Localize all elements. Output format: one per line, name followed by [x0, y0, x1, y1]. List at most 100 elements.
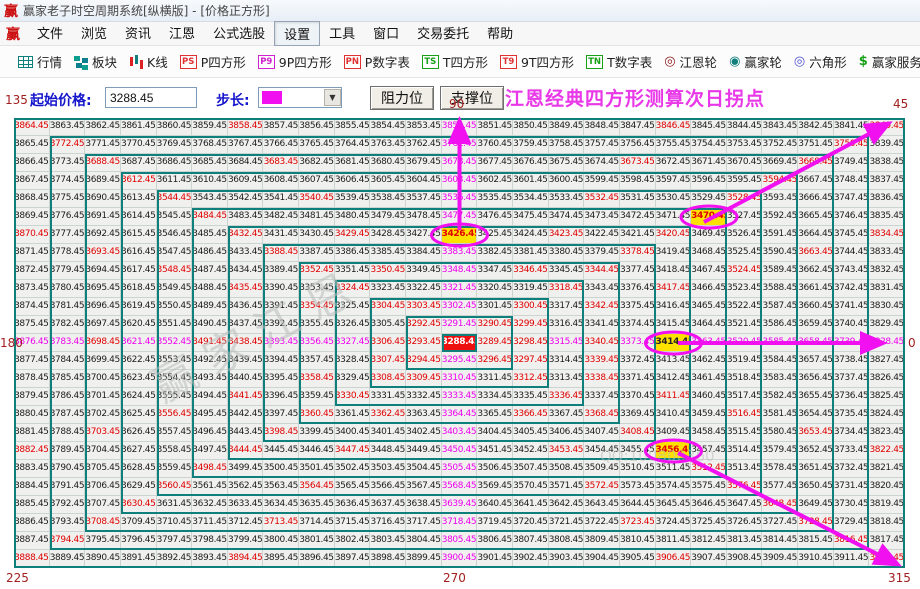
price-cell: 3605.45 — [370, 172, 407, 190]
price-cell: 3871.45 — [14, 244, 50, 262]
toolbar-item-赢家服务[interactable]: $ 赢家服务 — [853, 49, 920, 74]
price-cell: 3641.45 — [512, 496, 549, 514]
price-cell: 3500.45 — [263, 460, 300, 478]
price-cell: 3852.45 — [441, 118, 478, 136]
toolbar-items: 行情 板块 K线 PS P四方形 P9 9P四方形 PN P数字表 TS T四方形 T9 9T四方形 TN… — [12, 49, 920, 74]
price-cell: 3424.45 — [512, 226, 549, 244]
price-cell: 3650.45 — [798, 478, 834, 496]
toolbar-item-9P四方形[interactable]: P9 9P四方形 — [252, 49, 338, 74]
price-cell: 3389.45 — [263, 262, 300, 280]
price-cell: 3545.45 — [156, 208, 193, 226]
menu-item-文件[interactable]: 文件 — [37, 27, 64, 42]
toolbar-item-T数字表[interactable]: TN T数字表 — [580, 49, 658, 74]
price-cell: 3453.45 — [548, 442, 585, 460]
menu-item-江恩[interactable]: 江恩 — [169, 27, 196, 42]
price-cell: 3586.45 — [762, 316, 799, 334]
price-cell: 3688.45 — [85, 154, 121, 172]
price-cell: 3401.45 — [370, 424, 407, 442]
step-color-swatch — [262, 91, 282, 104]
menu-item-窗口[interactable]: 窗口 — [373, 27, 400, 42]
price-cell: 3409.45 — [655, 424, 692, 442]
menu-item-设置[interactable]: 设置 — [274, 21, 321, 46]
menu-item-交易委托[interactable]: 交易委托 — [417, 27, 470, 42]
price-cell: 3903.45 — [548, 550, 585, 568]
menu-item-工具[interactable]: 工具 — [329, 27, 356, 42]
price-cell: 3336.45 — [548, 388, 585, 406]
price-cell: 3795.45 — [85, 532, 121, 550]
price-cell: 3431.45 — [263, 226, 300, 244]
price-cell: 3690.45 — [85, 190, 121, 208]
price-cell: 3815.45 — [798, 532, 834, 550]
angle-label-225: 225 — [6, 571, 29, 585]
price-cell: 3785.45 — [49, 370, 86, 388]
step-color-combobox[interactable]: ▼ — [258, 87, 342, 108]
price-cell: 3761.45 — [441, 136, 478, 154]
toolbar-item-K线[interactable]: K线 — [123, 49, 174, 74]
price-cell: 3799.45 — [227, 532, 264, 550]
resistance-button[interactable]: 阻力位 — [370, 86, 434, 110]
price-cell: 3469.45 — [691, 226, 727, 244]
price-cell: 3322.45 — [406, 280, 442, 298]
toolbar-item-P四方形[interactable]: PS P四方形 — [174, 49, 252, 74]
toolbar-item-T四方形[interactable]: TS T四方形 — [416, 49, 494, 74]
price-cell: 3623.45 — [120, 370, 157, 388]
price-cell: 3705.45 — [85, 460, 121, 478]
price-cell: 3420.45 — [655, 226, 692, 244]
toolbar-item-六角形[interactable]: ◎ 六角形 — [788, 49, 853, 74]
price-cell: 3660.45 — [798, 298, 834, 316]
menu-item-帮助[interactable]: 帮助 — [487, 27, 514, 42]
price-cell: 3539.45 — [334, 190, 371, 208]
price-cell: 3808.45 — [548, 532, 585, 550]
price-cell: 3797.45 — [156, 532, 193, 550]
price-cell: 3451.45 — [477, 442, 513, 460]
price-cell: 3798.45 — [192, 532, 228, 550]
menu-item-公式选股[interactable]: 公式选股 — [213, 27, 266, 42]
price-cell: 3393.45 — [263, 334, 300, 352]
price-cell: 3893.45 — [192, 550, 228, 568]
price-cell: 3460.45 — [691, 388, 727, 406]
TS-badge-icon: TS — [421, 54, 439, 69]
menu-item-浏览[interactable]: 浏览 — [81, 27, 108, 42]
price-cell: 3366.45 — [512, 406, 549, 424]
price-cell: 3882.45 — [14, 442, 50, 460]
price-cell: 3400.45 — [334, 424, 371, 442]
price-cell: 3445.45 — [263, 442, 300, 460]
combobox-dropdown-arrow-icon[interactable]: ▼ — [324, 89, 341, 106]
price-cell: 3524.45 — [726, 262, 763, 280]
controls-row: 135 起始价格: 步长: ▼ 阻力位 支撑位 90 江恩经典四方形测算次日拐点… — [0, 78, 920, 118]
menu-item-资讯[interactable]: 资讯 — [125, 27, 152, 42]
price-cell: 3608.45 — [263, 172, 300, 190]
price-cell: 3736.45 — [833, 388, 870, 406]
toolbar-item-江恩轮[interactable]: ◎ 江恩轮 — [658, 49, 723, 74]
price-cell: 3861.45 — [120, 118, 157, 136]
toolbar-item-P数字表[interactable]: PN P数字表 — [338, 49, 416, 74]
price-cell: 3315.45 — [548, 334, 585, 352]
price-cell: 3576.45 — [726, 478, 763, 496]
price-cell: 3472.45 — [619, 208, 656, 226]
start-price-input[interactable] — [105, 87, 197, 108]
support-button[interactable]: 支撑位 — [440, 86, 504, 110]
price-cell: 3592.45 — [762, 208, 799, 226]
price-cell: 3509.45 — [584, 460, 620, 478]
toolbar-item-赢家轮[interactable]: ◉ 赢家轮 — [723, 49, 788, 74]
price-cell: 3556.45 — [156, 406, 193, 424]
price-cell: 3631.45 — [156, 496, 193, 514]
price-cell: 3601.45 — [512, 172, 549, 190]
price-cell: 3314.45 — [548, 352, 585, 370]
price-cell: 3794.45 — [49, 532, 86, 550]
price-cell: 3454.45 — [584, 442, 620, 460]
toolbar-item-行情[interactable]: 行情 — [12, 49, 68, 74]
price-cell: 3407.45 — [584, 424, 620, 442]
price-cell: 3572.45 — [584, 478, 620, 496]
price-cell: 3868.45 — [14, 190, 50, 208]
price-cell: 3635.45 — [299, 496, 335, 514]
price-cell: 3533.45 — [548, 190, 585, 208]
toolbar-item-9T四方形[interactable]: T9 9T四方形 — [494, 49, 580, 74]
price-cell: 3571.45 — [548, 478, 585, 496]
toolbar-item-板块[interactable]: 板块 — [68, 49, 123, 74]
price-cell: 3816.45 — [833, 532, 870, 550]
price-cell: 3780.45 — [49, 280, 86, 298]
price-cell: 3512.45 — [691, 460, 727, 478]
price-cell: 3606.45 — [334, 172, 371, 190]
app-logo-icon: 赢 — [4, 3, 18, 20]
